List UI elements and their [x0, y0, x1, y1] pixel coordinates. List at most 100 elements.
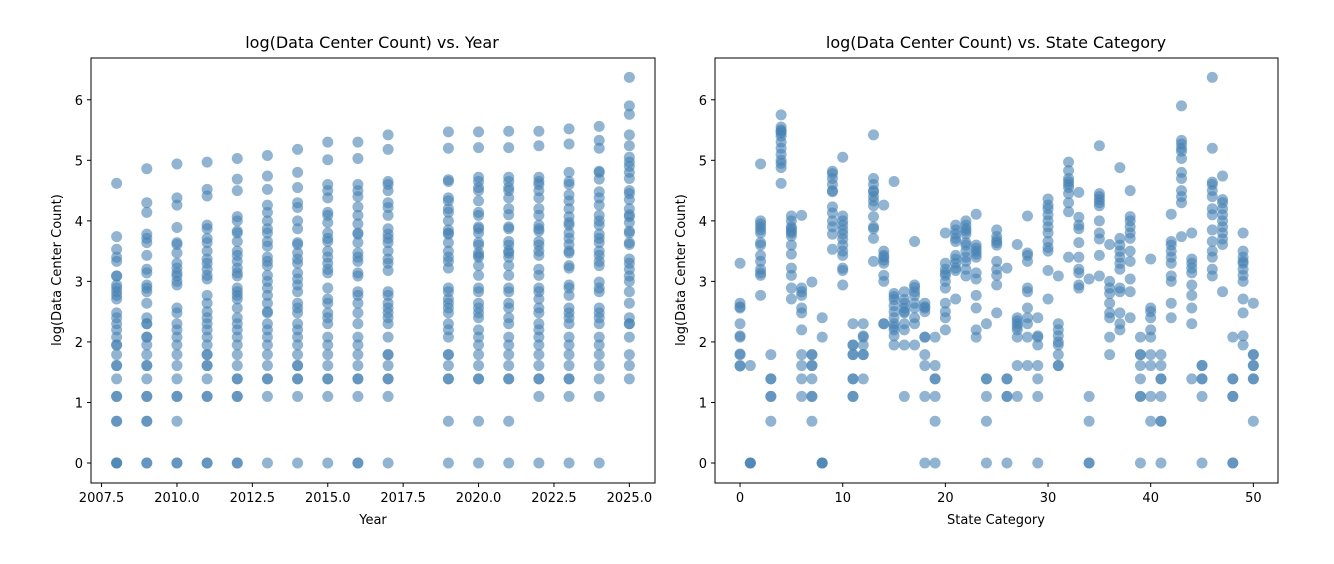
data-point	[1134, 349, 1146, 361]
data-point	[1052, 339, 1064, 351]
data-point	[837, 249, 849, 261]
data-point	[970, 208, 982, 220]
data-point	[171, 390, 183, 402]
data-point	[919, 390, 931, 402]
data-point	[442, 373, 454, 385]
data-point	[171, 199, 183, 211]
data-point	[1175, 100, 1187, 112]
data-point	[623, 140, 635, 152]
data-point	[960, 255, 972, 267]
data-point	[111, 293, 123, 305]
data-point	[623, 194, 635, 206]
data-point	[563, 289, 575, 301]
data-point	[744, 360, 756, 372]
data-point	[593, 360, 605, 372]
data-point	[1124, 273, 1136, 285]
data-point	[503, 302, 515, 314]
data-point	[1186, 227, 1198, 239]
data-point	[775, 177, 787, 189]
data-point	[1247, 360, 1259, 372]
data-point	[1093, 215, 1105, 227]
data-point	[1175, 197, 1187, 209]
data-point	[1155, 360, 1167, 372]
data-point	[919, 360, 931, 372]
data-point	[1073, 223, 1085, 235]
data-point	[950, 265, 962, 276]
data-point	[1196, 373, 1208, 385]
data-point	[473, 457, 485, 469]
data-point	[231, 270, 243, 282]
data-point	[1093, 140, 1105, 152]
data-point	[473, 415, 485, 427]
data-point	[1155, 390, 1167, 402]
data-point	[201, 156, 213, 168]
data-point	[1165, 312, 1177, 324]
data-point	[1186, 267, 1198, 279]
data-point	[734, 360, 746, 372]
data-point	[382, 390, 394, 402]
data-point	[960, 270, 972, 282]
data-point	[1134, 331, 1146, 343]
data-point	[231, 173, 243, 185]
data-point	[442, 262, 454, 274]
data-point	[826, 207, 838, 219]
data-point	[322, 154, 334, 166]
data-point	[878, 275, 890, 287]
data-point	[734, 349, 746, 361]
data-point	[382, 318, 394, 330]
data-point	[442, 195, 454, 207]
data-point	[1114, 162, 1126, 174]
data-point	[533, 373, 545, 385]
data-point	[352, 228, 364, 240]
data-point	[796, 289, 808, 301]
data-point	[382, 265, 394, 276]
data-point	[442, 457, 454, 469]
data-point	[382, 360, 394, 372]
data-point	[111, 255, 123, 267]
data-point	[261, 206, 273, 218]
data-point	[929, 331, 941, 343]
y-tick-label: 5	[75, 154, 83, 169]
data-point	[623, 129, 635, 141]
data-point	[442, 415, 454, 427]
data-point	[382, 209, 394, 221]
data-point	[231, 152, 243, 164]
data-point	[171, 415, 183, 427]
data-point	[201, 297, 213, 309]
data-point	[261, 227, 273, 239]
data-point	[503, 142, 515, 154]
data-point	[1237, 293, 1249, 305]
data-point	[352, 307, 364, 319]
data-point	[442, 360, 454, 372]
data-point	[970, 289, 982, 301]
data-point	[201, 373, 213, 385]
y-tick-label: 3	[699, 275, 707, 290]
data-point	[593, 390, 605, 402]
data-point	[292, 182, 304, 194]
data-point	[111, 457, 123, 469]
data-point	[980, 318, 992, 330]
data-point	[868, 211, 880, 223]
data-point	[898, 324, 910, 336]
data-point	[1011, 238, 1023, 250]
chart-title: log(Data Center Count) vs. State Categor…	[826, 33, 1166, 52]
data-point	[533, 339, 545, 351]
x-tick-label: 2025.0	[607, 491, 653, 506]
data-point	[1063, 251, 1075, 263]
data-point	[734, 318, 746, 330]
data-point	[141, 349, 153, 361]
data-point	[141, 237, 153, 249]
data-point	[261, 297, 273, 309]
data-point	[503, 286, 515, 298]
data-point	[1093, 270, 1105, 282]
data-point	[1104, 238, 1116, 250]
data-point	[352, 152, 364, 164]
x-tick-label: 50	[1245, 491, 1262, 506]
data-point	[503, 192, 515, 204]
data-point	[1145, 415, 1157, 427]
data-point	[473, 209, 485, 221]
data-point	[292, 457, 304, 469]
data-point	[1206, 191, 1218, 203]
data-point	[1206, 270, 1218, 282]
x-axis-label: State Category	[947, 513, 1045, 528]
